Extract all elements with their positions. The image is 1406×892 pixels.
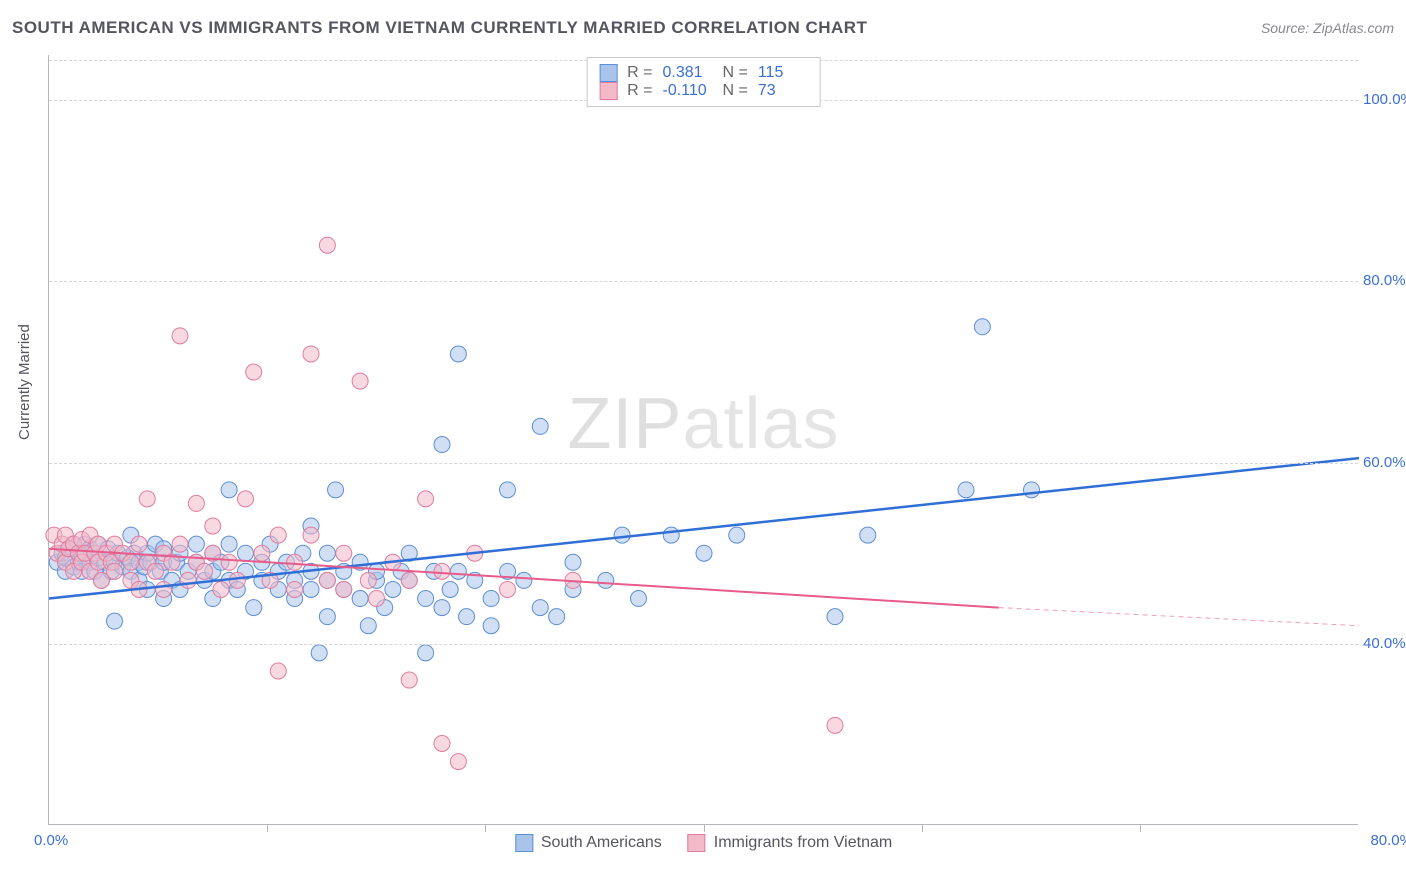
- n-value-1: 115: [758, 64, 808, 82]
- n-label-2: N =: [723, 82, 748, 100]
- y-tick-label: 60.0%: [1363, 454, 1406, 471]
- plot-svg: [49, 55, 1358, 824]
- x-tick-label: 80.0%: [1370, 832, 1406, 849]
- stats-legend: R = 0.381 N = 115 R = -0.110 N = 73: [586, 57, 821, 107]
- y-axis-label: Currently Married: [16, 324, 33, 440]
- series-legend: South Americans Immigrants from Vietnam: [515, 834, 892, 852]
- legend-label-1: South Americans: [541, 834, 662, 852]
- r-value-2: -0.110: [663, 82, 713, 100]
- r-label-1: R =: [627, 64, 652, 82]
- swatch-series-1: [599, 64, 617, 82]
- n-label-1: N =: [723, 64, 748, 82]
- n-value-2: 73: [758, 82, 808, 100]
- swatch-bottom-2: [688, 834, 706, 852]
- scatter-plot: ZIPatlas R = 0.381 N = 115 R = -0.110 N …: [48, 55, 1358, 825]
- r-label-2: R =: [627, 82, 652, 100]
- r-value-1: 0.381: [663, 64, 713, 82]
- y-tick-label: 40.0%: [1363, 635, 1406, 652]
- chart-title: SOUTH AMERICAN VS IMMIGRANTS FROM VIETNA…: [12, 18, 867, 38]
- swatch-series-2: [599, 82, 617, 100]
- x-tick-label: 0.0%: [34, 832, 68, 849]
- swatch-bottom-1: [515, 834, 533, 852]
- y-tick-label: 100.0%: [1363, 91, 1406, 108]
- y-tick-label: 80.0%: [1363, 272, 1406, 289]
- source-attribution: Source: ZipAtlas.com: [1261, 20, 1394, 36]
- legend-label-2: Immigrants from Vietnam: [714, 834, 892, 852]
